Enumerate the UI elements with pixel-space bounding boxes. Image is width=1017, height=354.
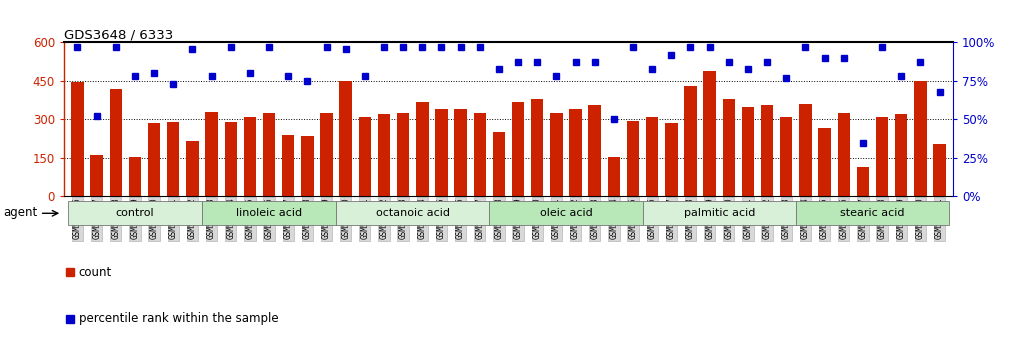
- Bar: [474, 113, 486, 196]
- Text: stearic acid: stearic acid: [840, 208, 905, 218]
- Bar: [914, 81, 926, 196]
- Bar: [626, 121, 640, 196]
- Bar: [320, 113, 333, 196]
- Bar: [876, 117, 888, 196]
- Bar: [186, 141, 198, 196]
- Bar: [397, 113, 410, 196]
- Bar: [856, 167, 870, 196]
- Bar: [129, 157, 141, 196]
- Bar: [68, 201, 202, 225]
- Bar: [455, 109, 467, 196]
- Bar: [225, 122, 237, 196]
- Text: linoleic acid: linoleic acid: [236, 208, 302, 218]
- Bar: [796, 201, 949, 225]
- Bar: [301, 136, 313, 196]
- Bar: [262, 113, 276, 196]
- Bar: [416, 102, 428, 196]
- Bar: [934, 144, 946, 196]
- Bar: [665, 123, 677, 196]
- Bar: [167, 122, 179, 196]
- Bar: [684, 86, 697, 196]
- Bar: [799, 104, 812, 196]
- Bar: [550, 113, 562, 196]
- Bar: [780, 117, 792, 196]
- Bar: [819, 129, 831, 196]
- Bar: [244, 117, 256, 196]
- Bar: [489, 201, 643, 225]
- Bar: [492, 132, 505, 196]
- Bar: [512, 102, 525, 196]
- Bar: [646, 117, 658, 196]
- Bar: [340, 81, 352, 196]
- Bar: [359, 117, 371, 196]
- Bar: [205, 112, 218, 196]
- Text: oleic acid: oleic acid: [540, 208, 592, 218]
- Bar: [589, 105, 601, 196]
- Text: octanoic acid: octanoic acid: [375, 208, 450, 218]
- Bar: [722, 99, 735, 196]
- Bar: [643, 201, 796, 225]
- Bar: [838, 113, 850, 196]
- Text: GDS3648 / 6333: GDS3648 / 6333: [64, 28, 173, 41]
- Bar: [282, 135, 295, 196]
- Bar: [435, 109, 447, 196]
- Bar: [741, 107, 755, 196]
- Text: percentile rank within the sample: percentile rank within the sample: [78, 312, 279, 325]
- Bar: [202, 201, 336, 225]
- Text: count: count: [78, 266, 112, 279]
- Text: control: control: [116, 208, 155, 218]
- Bar: [570, 109, 582, 196]
- Bar: [761, 105, 773, 196]
- Bar: [91, 155, 103, 196]
- Bar: [336, 201, 489, 225]
- Bar: [704, 71, 716, 196]
- Text: agent: agent: [3, 206, 38, 219]
- Bar: [607, 157, 620, 196]
- Bar: [531, 99, 543, 196]
- Bar: [110, 89, 122, 196]
- Bar: [895, 114, 907, 196]
- Bar: [71, 82, 83, 196]
- Bar: [147, 123, 161, 196]
- Bar: [377, 114, 391, 196]
- Text: palmitic acid: palmitic acid: [683, 208, 755, 218]
